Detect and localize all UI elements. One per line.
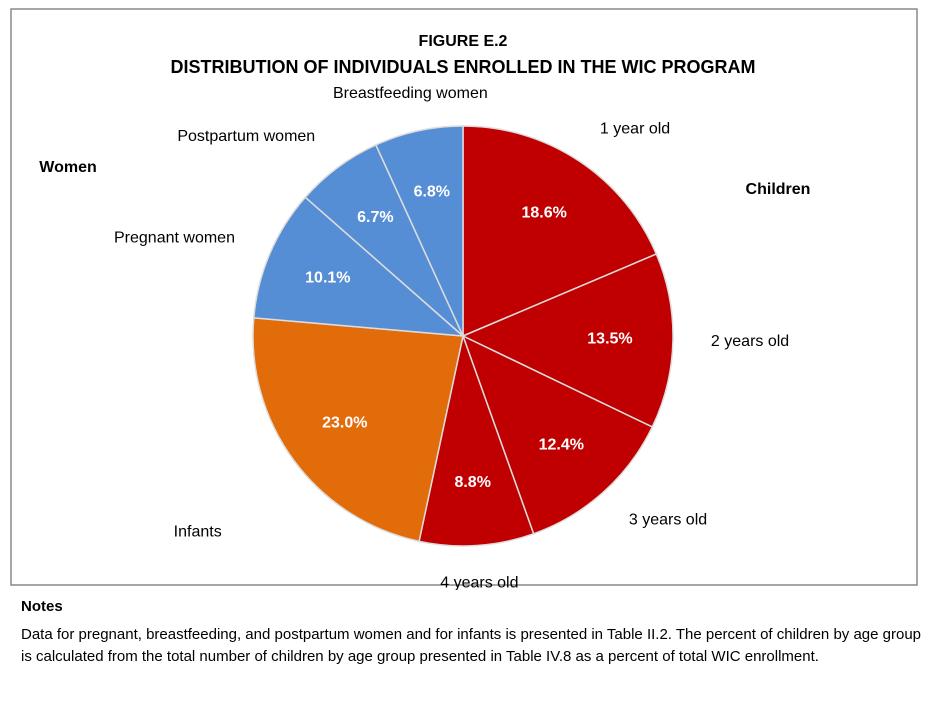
pie-slice <box>461 253 674 428</box>
notes-text: Data for pregnant, breastfeeding, and po… <box>21 626 922 665</box>
group-label: Women <box>39 159 96 176</box>
category-label: 4 years old <box>440 575 518 590</box>
category-label: 2 years old <box>711 333 789 350</box>
value-label: 12.4% <box>539 436 584 453</box>
chart-subtitle: DISTRIBUTION OF INDIVIDUALS ENROLLED IN … <box>171 57 756 77</box>
pie-slice <box>252 196 466 337</box>
chart-title: FIGURE E.2 <box>419 33 508 50</box>
pie-slice <box>461 334 654 535</box>
pie-slice <box>252 317 464 543</box>
chart: FIGURE E.2 DISTRIBUTION OF INDIVIDUALS E… <box>10 8 918 590</box>
value-label: 6.8% <box>414 184 450 201</box>
value-label: 13.5% <box>587 331 632 348</box>
value-label: 23.0% <box>322 415 367 432</box>
category-label: 3 years old <box>629 512 707 529</box>
value-label: 6.7% <box>357 209 393 226</box>
pie-slice <box>374 125 464 337</box>
category-label: Postpartum women <box>177 128 315 145</box>
category-label: Infants <box>174 523 222 540</box>
category-label: Pregnant women <box>114 230 235 247</box>
category-label: 1 year old <box>600 120 670 137</box>
value-label: 18.6% <box>521 205 566 222</box>
group-label: Children <box>746 181 811 198</box>
pie-slice <box>418 333 535 547</box>
pie-slice <box>462 125 658 338</box>
notes-title: Notes <box>21 598 63 615</box>
notes: Notes Data for pregnant, breastfeeding, … <box>21 596 921 668</box>
category-label: Breastfeeding women <box>333 85 488 102</box>
value-label: 10.1% <box>305 269 350 286</box>
value-label: 8.8% <box>454 474 490 491</box>
